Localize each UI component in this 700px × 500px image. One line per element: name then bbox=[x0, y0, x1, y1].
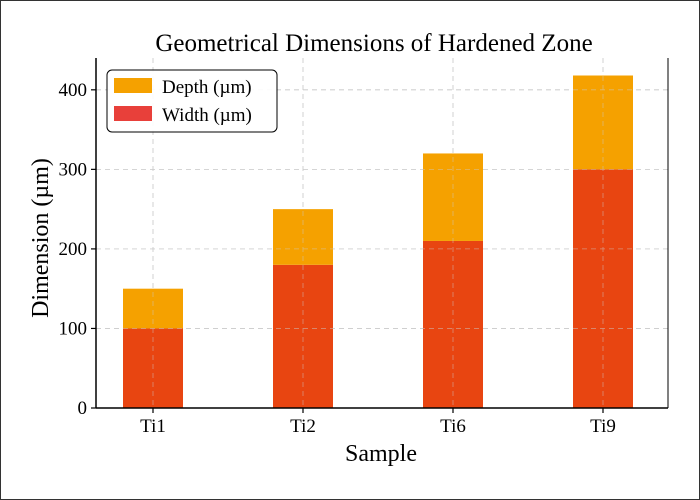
x-tick-label: Ti1 bbox=[140, 416, 166, 437]
legend: Depth (µm) Width (µm) bbox=[106, 69, 278, 133]
bar-depth-ti2 bbox=[273, 209, 333, 265]
x-tick-label: Ti9 bbox=[590, 416, 616, 437]
y-tick-label: 100 bbox=[59, 318, 88, 339]
y-tick-label: 0 bbox=[78, 398, 88, 419]
chart-title: Geometrical Dimensions of Hardened Zone bbox=[155, 30, 592, 57]
y-tick-label: 200 bbox=[59, 239, 88, 260]
x-tick-label: Ti2 bbox=[290, 416, 316, 437]
x-tick-label: Ti6 bbox=[440, 416, 466, 437]
legend-swatch-depth bbox=[114, 78, 152, 93]
y-tick-label: 400 bbox=[59, 80, 88, 101]
legend-swatch-width bbox=[114, 106, 152, 121]
ticks: 0 100 200 300 400 Ti1 Ti2 Ti6 Ti9 bbox=[59, 80, 616, 437]
legend-label-width: Width (µm) bbox=[162, 105, 252, 126]
y-axis-label: Dimension (µm) bbox=[28, 158, 54, 318]
x-axis-label: Sample bbox=[345, 441, 417, 467]
y-tick-label: 300 bbox=[59, 159, 88, 180]
legend-label-depth: Depth (µm) bbox=[162, 77, 252, 98]
